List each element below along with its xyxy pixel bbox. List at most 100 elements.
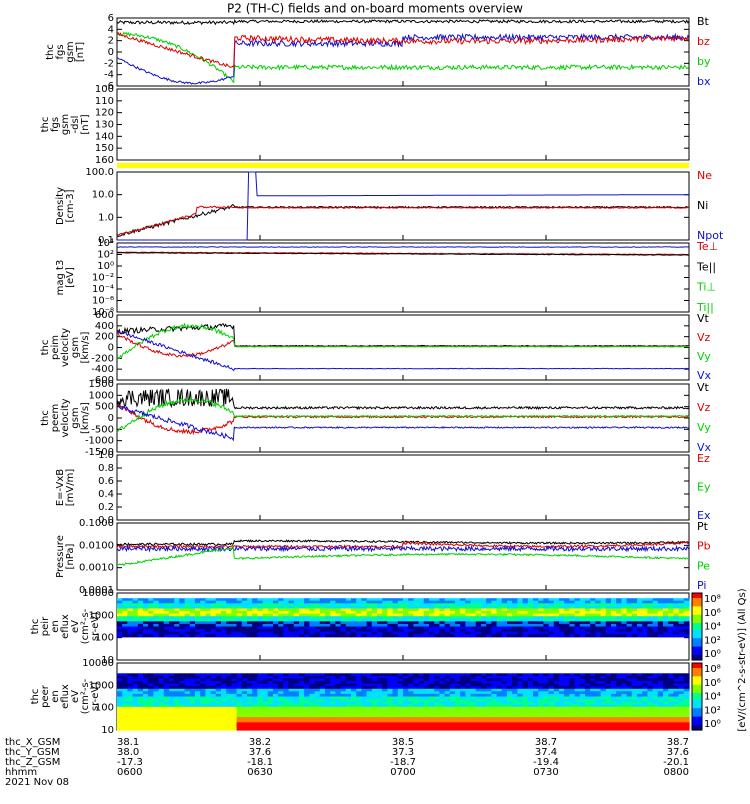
spectrogram-peer-cell <box>137 688 144 692</box>
spectrogram-peer-cell <box>335 706 342 710</box>
spectrogram-peer-cell <box>522 683 529 687</box>
spectrogram-peir-cell <box>392 600 399 604</box>
spectrogram-peer-cell <box>304 696 310 700</box>
spectrogram-peir-cell <box>564 629 570 633</box>
spectrogram-peir-cell <box>652 621 659 625</box>
spectrogram-peer-cell <box>533 681 539 685</box>
spectrogram-peer-cell <box>309 678 316 682</box>
ytick-label-fgs_dsl-6: 160 <box>95 155 114 166</box>
spectrogram-peer-cell <box>460 709 466 713</box>
spectrogram-peer-cell <box>351 717 357 721</box>
spectrogram-peer-cell <box>444 673 451 677</box>
spectrogram-peer-cell <box>569 719 576 723</box>
spectrogram-peer-cell <box>418 727 425 731</box>
spectrogram-peir-cell <box>574 623 581 628</box>
xaxis-hhmm-1: 0630 <box>247 767 272 778</box>
spectrogram-peer-cell <box>304 691 310 695</box>
spectrogram-peer-cell <box>397 683 404 687</box>
spectrogram-peer-cell <box>345 717 352 721</box>
spectrogram-peer-cell <box>611 681 617 685</box>
spectrogram-peer-cell <box>647 719 654 723</box>
spectrogram-peer-cell <box>652 722 659 726</box>
spectrogram-peer-cell <box>195 719 201 723</box>
spectrogram-peir-cell <box>642 623 648 628</box>
spectrogram-peir-cell <box>210 598 217 602</box>
spectrogram-peer-cell <box>408 686 414 690</box>
spectrogram-peir-cell <box>273 613 279 617</box>
spectrogram-peir-cell <box>314 621 321 625</box>
spectrogram-peir-cell <box>470 605 477 610</box>
spectrogram-peer-cell <box>527 681 534 685</box>
spectrogram-peir-cell <box>449 618 456 622</box>
spectrogram-peer-cell <box>325 724 331 728</box>
spectrogram-peir-cell <box>647 616 654 620</box>
spectrogram-peer-cell <box>278 686 284 690</box>
spectrogram-peir-cell <box>148 611 154 615</box>
spectrogram-peer-cell <box>143 724 149 728</box>
spectrogram-peer-cell <box>455 673 461 677</box>
spectrogram-peer-cell <box>403 706 409 710</box>
spectrogram-peer-cell <box>387 727 394 731</box>
spectrogram-peir-cell <box>314 613 321 617</box>
spectrogram-peer-cell <box>413 681 420 685</box>
spectrogram-peir-cell <box>475 626 482 630</box>
spectrogram-peer-cell <box>262 717 269 721</box>
spectrogram-peer-cell <box>439 688 446 692</box>
spectrogram-peir-cell <box>533 621 539 625</box>
spectrogram-peer-cell <box>600 696 607 700</box>
spectrogram-peer-cell <box>215 714 222 718</box>
spectrogram-peer-cell <box>371 727 378 731</box>
spectrogram-peer-cell <box>533 704 539 708</box>
spectrogram-peer-cell <box>631 727 638 731</box>
spectrogram-peer-cell <box>631 717 638 721</box>
spectrogram-peer-cell <box>169 717 175 721</box>
spectrogram-peer-cell <box>221 691 227 695</box>
spectrogram-peer-cell <box>158 678 165 682</box>
spectrogram-peir-cell <box>345 634 352 638</box>
spectrogram-peer-cell <box>325 675 331 680</box>
spectrogram-peer-cell <box>579 714 586 718</box>
spectrogram-peer-cell <box>387 686 394 690</box>
spectrogram-peer-cell <box>501 714 508 718</box>
spectrogram-peir-cell <box>143 605 149 610</box>
spectrogram-peer-cell <box>226 693 232 698</box>
spectrogram-peir-cell <box>543 616 550 620</box>
spectrogram-peer-cell <box>304 693 310 698</box>
spectrogram-peer-cell <box>673 704 680 708</box>
spectrogram-peer-cell <box>647 688 654 692</box>
spectrogram-peer-cell <box>631 701 638 705</box>
spectrogram-peer-cell <box>288 704 295 708</box>
spectrogram-peer-cell <box>226 704 232 708</box>
spectrogram-peir-cell <box>158 613 165 617</box>
spectrogram-peir-cell <box>631 629 638 633</box>
spectrogram-peer-cell <box>418 678 425 682</box>
spectrogram-peer-cell <box>517 706 524 710</box>
spectrogram-peer-cell <box>517 712 524 716</box>
spectrogram-peer-cell <box>647 724 654 728</box>
spectrogram-peer-cell <box>611 683 617 687</box>
spectrogram-peir-cell <box>325 623 331 628</box>
spectrogram-peir-cell <box>413 603 420 607</box>
spectrogram-peer-cell <box>533 706 539 710</box>
spectrogram-peer-cell <box>351 706 357 710</box>
spectrogram-peer-cell <box>507 673 513 677</box>
spectrogram-peer-cell <box>663 722 669 726</box>
spectrogram-peir-cell <box>236 600 243 604</box>
spectrogram-peir-cell <box>486 629 492 633</box>
spectrogram-peer-cell <box>475 722 482 726</box>
spectrogram-peir-cell <box>517 600 524 604</box>
spectrogram-peir-cell <box>397 613 404 617</box>
spectrogram-peir-cell <box>585 613 591 617</box>
spectrogram-peer-cell <box>319 699 326 703</box>
spectrogram-peer-cell <box>377 696 383 700</box>
spectrogram-peer-cell <box>288 714 295 718</box>
spectrogram-peer-cell <box>605 709 612 713</box>
spectrogram-peer-cell <box>262 722 269 726</box>
spectrogram-peir-cell <box>579 618 586 622</box>
spectrogram-peer-cell <box>205 719 212 723</box>
spectrogram-peer-cell <box>299 712 305 716</box>
spectrogram-peer-cell <box>153 699 160 703</box>
spectrogram-peer-cell <box>559 706 565 710</box>
ytick-label-peir-2: 100 <box>95 633 114 644</box>
spectrogram-peer-cell <box>663 704 669 708</box>
